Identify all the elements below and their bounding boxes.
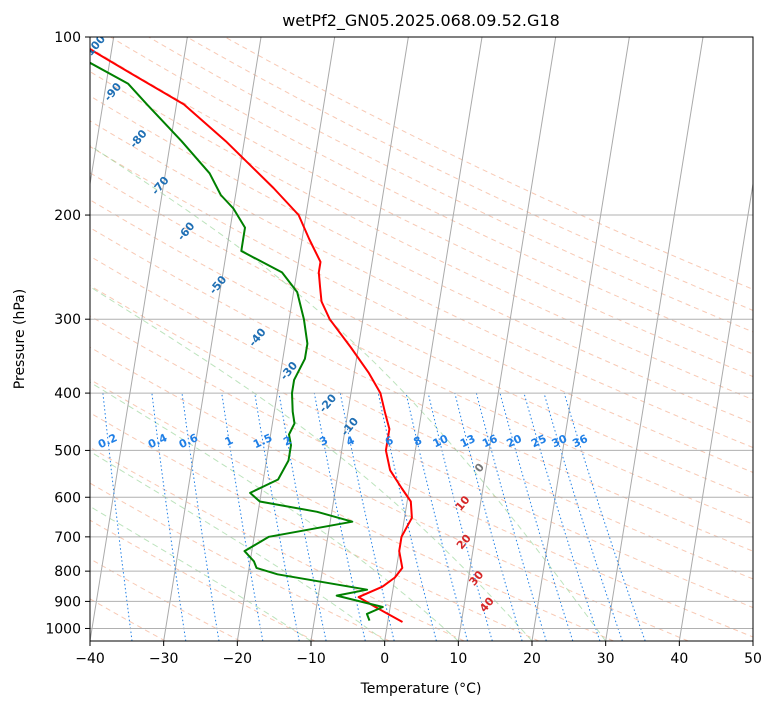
dry-adiabat (90, 120, 753, 449)
moist-adiabat (90, 144, 607, 641)
x-tick-label: 10 (449, 651, 467, 667)
mixing-ratio-label: 36 (570, 432, 590, 450)
dry-adiabat (110, 37, 753, 355)
mixing-ratio-line (405, 392, 468, 641)
dry-adiabat (148, 37, 753, 333)
dry-adiabat (90, 315, 753, 638)
dry-adiabat (90, 412, 540, 641)
isotherm (531, 37, 630, 641)
profile-series (90, 48, 413, 623)
mixing-ratio-label: 25 (529, 432, 548, 450)
mixing-ratio-label: 20 (504, 432, 524, 450)
mixing-ratio-line (102, 393, 133, 641)
isotherm (752, 637, 753, 641)
plot-frame (89, 36, 754, 642)
x-tick-label: 50 (744, 651, 762, 667)
isotherm (310, 37, 409, 641)
pressure-gridlines (90, 37, 753, 629)
x-tick-label: −30 (149, 651, 179, 667)
x-tick-label: 20 (523, 651, 541, 667)
isotherm (678, 180, 753, 641)
mixing-ratio-label: 13 (458, 432, 477, 450)
x-axis: −40 −30 −20 −10 0 10 20 30 40 50 (75, 641, 762, 667)
isotherm (90, 37, 188, 641)
x-tick-label: −10 (296, 651, 326, 667)
y-tick-label: 200 (54, 208, 81, 224)
mixing-ratio-line (543, 392, 623, 641)
y-tick-label: 700 (54, 530, 81, 546)
mixing-ratio-line (454, 392, 523, 641)
mixing-ratio-line (377, 392, 437, 641)
mixing-ratio-line (523, 392, 601, 641)
y-tick-label: 100 (54, 30, 81, 46)
dry-adiabat (90, 47, 753, 378)
y-tick-label: 800 (54, 564, 81, 580)
y-axis-label: Pressure (hPa) (12, 289, 28, 389)
moist-adiabat (90, 450, 385, 641)
background-lines (90, 37, 753, 641)
mixing-ratio-line (427, 392, 493, 641)
x-tick-label: 30 (597, 651, 615, 667)
y-tick-label: 900 (54, 594, 81, 610)
dry-adiabat (90, 70, 753, 401)
dry-adiabat (90, 227, 753, 552)
moist-adiabat (90, 381, 459, 641)
x-tick-label: 0 (380, 651, 389, 667)
dry-adiabat (90, 446, 465, 641)
isotherm (605, 37, 704, 641)
x-axis-label: Temperature (°C) (360, 681, 482, 697)
mixing-ratio-label: 30 (550, 432, 570, 450)
mixing-ratio-label: 16 (480, 432, 500, 450)
dry-adiabat (186, 37, 753, 311)
mixing-ratio-line (181, 393, 220, 641)
isotherm (163, 37, 262, 641)
x-tick-label: −20 (223, 651, 253, 667)
plot-area (90, 37, 753, 641)
y-tick-label: 500 (54, 443, 81, 459)
dry-adiabat (90, 378, 614, 641)
dry-adiabat (90, 255, 753, 580)
y-tick-label: 400 (54, 386, 81, 402)
x-tick-label: 40 (670, 651, 688, 667)
isotherm (236, 37, 336, 641)
isotherm (90, 37, 115, 188)
dry-adiabat (90, 285, 753, 609)
y-tick-label: 1000 (45, 621, 81, 637)
y-tick-label: 600 (54, 490, 81, 506)
temperature-line (90, 48, 413, 623)
isotherm (457, 37, 557, 641)
mixing-ratio-line (151, 393, 187, 641)
x-tick-label: −40 (75, 651, 105, 667)
mixing-ratio-line (475, 392, 547, 641)
y-axis: 100 200 300 400 500 600 700 800 900 1000 (45, 30, 90, 637)
dry-adiabat (90, 145, 753, 473)
chart-title: wetPf2_GN05.2025.068.09.52.G18 (282, 11, 560, 31)
dry-adiabat (90, 95, 753, 424)
dewpoint-line (90, 61, 384, 621)
y-tick-label: 300 (54, 312, 81, 328)
mixing-ratio-label: 10 (431, 432, 451, 450)
